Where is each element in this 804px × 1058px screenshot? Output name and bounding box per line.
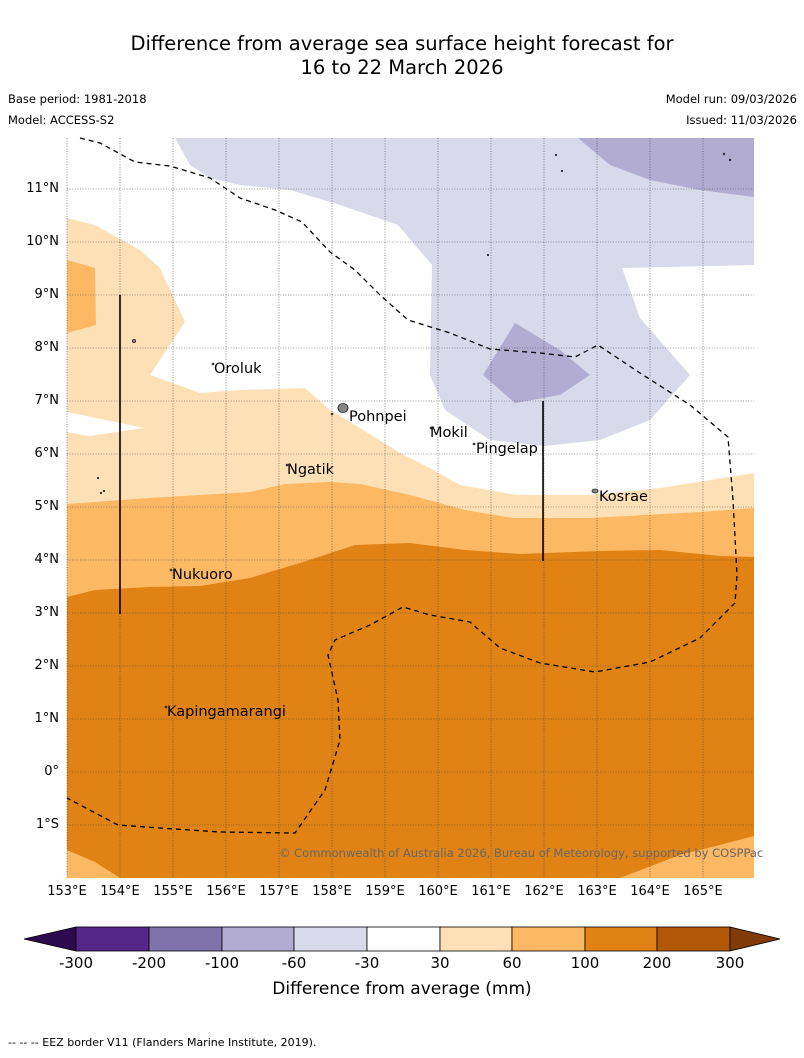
small-islet — [330, 412, 334, 416]
place-label-mokil: Mokil — [430, 425, 468, 441]
small-islet — [486, 253, 490, 257]
colorbar-segment-100-200 — [584, 926, 658, 952]
place-label-kosrae: Kosrae — [599, 489, 648, 505]
mokil-atoll — [429, 426, 433, 430]
colorbar-segment-30-60 — [439, 926, 513, 952]
colorbar-segment-200-300 — [656, 926, 731, 952]
moderate-positive-region-west-patch — [67, 260, 96, 333]
lat-tick-6n: 6°N — [34, 446, 60, 461]
kapingamarangi-atoll — [164, 705, 168, 709]
colorbar-segment-m60-m30 — [293, 926, 368, 952]
colorbar-label-m100: -100 — [204, 954, 240, 972]
lat-tick-5n: 5°N — [34, 499, 60, 514]
low-positive-region-southeast — [620, 836, 754, 878]
small-islet — [96, 476, 100, 480]
kosrae-island — [591, 488, 599, 494]
ngatik-atoll — [285, 463, 289, 467]
colorbar-label-60: 60 — [502, 954, 522, 972]
colorbar-label-300: 300 — [715, 954, 745, 972]
lon-tick-153e: 153°E — [47, 884, 87, 899]
lon-tick-165e: 165°E — [683, 884, 723, 899]
small-islet — [722, 152, 726, 156]
lon-tick-161e: 161°E — [471, 884, 511, 899]
small-islet — [560, 169, 564, 173]
colorbar-under-triangle — [23, 926, 77, 952]
colorbar-label-30: 30 — [430, 954, 450, 972]
lat-tick-1s: 1°S — [35, 817, 59, 832]
lon-tick-157e: 157°E — [259, 884, 299, 899]
graticule — [66, 138, 754, 878]
colorbar — [23, 926, 781, 952]
strong-negative-region-central — [483, 323, 590, 403]
colorbar-label-200: 200 — [642, 954, 672, 972]
small-islet — [728, 158, 732, 162]
lat-tick-2n: 2°N — [34, 658, 60, 673]
strong-negative-region-northeast — [578, 138, 754, 197]
base-period: Base period: 1981-2018 — [8, 92, 147, 106]
lat-tick-11n: 11°N — [26, 181, 59, 196]
nukuoro-atoll — [169, 568, 173, 572]
map-title: Difference from average sea surface heig… — [0, 32, 804, 80]
place-label-kapingamarangi: Kapingamarangi — [167, 704, 286, 720]
colorbar-segment-m300-m200 — [75, 926, 150, 952]
small-islet — [99, 491, 103, 495]
place-label-pohnpei: Pohnpei — [349, 409, 407, 425]
lon-tick-156e: 156°E — [206, 884, 246, 899]
lon-tick-158e: 158°E — [312, 884, 352, 899]
lon-tick-154e: 154°E — [100, 884, 140, 899]
issued-date: Issued: 11/03/2026 — [686, 113, 797, 127]
eez-footnote: -- -- -- EEZ border V11 (Flanders Marine… — [8, 1036, 317, 1049]
small-islet — [102, 489, 106, 493]
section-lines — [119, 295, 544, 614]
lon-tick-155e: 155°E — [153, 884, 193, 899]
lon-tick-160e: 160°E — [418, 884, 458, 899]
map-title-line2: 16 to 22 March 2026 — [300, 56, 504, 79]
small-islet — [554, 153, 558, 157]
pohnpei-island — [337, 403, 349, 413]
colorbar-label-m200: -200 — [131, 954, 167, 972]
lat-tick-10n: 10°N — [26, 234, 59, 249]
place-label-ngatik: Ngatik — [287, 462, 335, 478]
colorbar-over-triangle — [729, 926, 781, 952]
contour-layer — [67, 138, 754, 878]
colorbar-title: Difference from average (mm) — [272, 979, 532, 999]
colorbar-label-m60: -60 — [281, 954, 307, 972]
place-label-oroluk: Oroluk — [214, 361, 262, 377]
lat-tick-9n: 9°N — [34, 287, 60, 302]
map-title-line1: Difference from average sea surface heig… — [130, 32, 674, 55]
islands — [96, 152, 732, 709]
eez-border — [66, 137, 738, 834]
oroluk-atoll — [211, 362, 215, 366]
lon-tick-159e: 159°E — [365, 884, 405, 899]
lon-tick-164e: 164°E — [630, 884, 670, 899]
lon-tick-163e: 163°E — [577, 884, 617, 899]
model-name: Model: ACCESS-S2 — [8, 113, 115, 127]
high-positive-region — [67, 543, 754, 878]
negative-anomaly-region-north — [175, 138, 754, 446]
small-island — [131, 338, 136, 343]
colorbar-segment-m100-m60 — [221, 926, 295, 952]
colorbar-segment-m30-30 — [366, 926, 441, 952]
lon-tick-162e: 162°E — [524, 884, 564, 899]
pingelap-atoll — [472, 442, 476, 446]
model-run: Model run: 09/03/2026 — [665, 92, 797, 106]
lat-tick-7n: 7°N — [34, 393, 60, 408]
place-label-nukuoro: Nukuoro — [172, 567, 233, 583]
lat-tick-1n: 1°N — [34, 711, 60, 726]
lat-tick-4n: 4°N — [34, 552, 60, 567]
colorbar-segment-m200-m100 — [148, 926, 223, 952]
colorbar-segment-60-100 — [511, 926, 586, 952]
place-label-pingelap: Pingelap — [476, 441, 538, 457]
lat-tick-3n: 3°N — [34, 605, 60, 620]
copyright-notice: © Commonwealth of Australia 2026, Bureau… — [279, 846, 764, 860]
colorbar-label-m300: -300 — [58, 954, 94, 972]
lat-tick-8n: 8°N — [34, 340, 60, 355]
colorbar-label-m30: -30 — [354, 954, 380, 972]
lat-tick-0: 0° — [44, 764, 59, 779]
moderate-positive-region-southwest — [67, 850, 120, 878]
colorbar-label-100: 100 — [570, 954, 600, 972]
